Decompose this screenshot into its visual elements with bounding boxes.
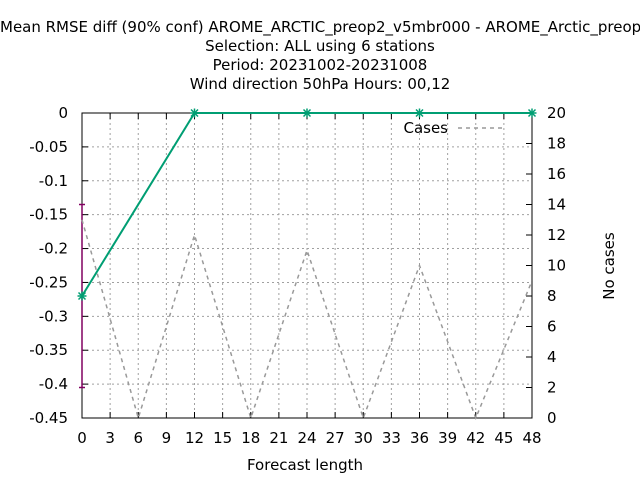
y-right-tick-label: 20 [547,104,566,122]
title-line-3: Period: 20231002-20231008 [212,56,428,74]
title-line-4: Wind direction 50hPa Hours: 00,12 [189,75,451,93]
y-right-tick-label: 2 [547,379,557,397]
data-point-marker [527,108,537,118]
legend: Cases [403,119,506,137]
x-tick-label: 45 [494,429,513,447]
y-left-tick-label: -0.25 [29,273,68,291]
y-axis-right-label: No cases [600,232,618,300]
x-tick-label: 30 [354,429,373,447]
x-tick-label: 0 [77,429,87,447]
x-tick-label: 18 [241,429,260,447]
y-left-tick-label: 0 [58,104,68,122]
y-right-tick-label: 0 [547,409,557,427]
x-tick-label: 15 [213,429,232,447]
legend-label-cases: Cases [403,119,448,137]
y-left-tick-label: -0.35 [29,341,68,359]
y-left-tick-label: -0.3 [39,307,68,325]
x-tick-label: 21 [269,429,288,447]
y-left-tick-label: -0.1 [39,172,68,190]
y-right-tick-label: 14 [547,196,566,214]
y-left-tick-label: -0.05 [29,138,68,156]
grid [82,113,532,418]
x-tick-label: 36 [410,429,429,447]
data-point-marker [77,291,87,301]
x-axis-ticks: 0 3 6 9 12 15 18 21 24 27 30 33 36 39 42 45 48 [77,113,542,447]
y-axis-left-ticks: 0 -0.05 -0.1 -0.15 -0.2 -0.25 -0.3 -0.35 -0.4 -0.… [29,104,88,427]
y-left-tick-label: -0.45 [29,409,68,427]
y-right-tick-label: 10 [547,257,566,275]
series-layer [77,108,537,421]
x-tick-label: 9 [162,429,172,447]
title-line-1: Mean RMSE diff (90% conf) AROME_ARCTIC_p… [0,18,640,36]
data-point-marker [190,108,199,118]
y-right-tick-label: 8 [547,287,557,305]
x-tick-label: 3 [105,429,115,447]
y-right-tick-label: 18 [547,135,566,153]
y-right-tick-label: 12 [547,226,566,244]
x-tick-label: 39 [438,429,457,447]
x-axis-label: Forecast length [247,456,363,474]
y-right-tick-label: 16 [547,165,566,183]
title-line-2: Selection: ALL using 6 stations [205,37,435,55]
x-tick-label: 33 [382,429,401,447]
x-tick-label: 6 [133,429,143,447]
x-tick-label: 24 [297,429,316,447]
data-point-marker [302,108,312,118]
y-right-tick-label: 6 [547,318,557,336]
x-tick-label: 12 [185,429,204,447]
y-right-tick-label: 4 [547,348,557,366]
x-tick-label: 48 [522,429,541,447]
y-left-tick-label: -0.2 [39,240,68,258]
y-left-tick-label: -0.4 [39,375,68,393]
data-point-marker [415,108,424,118]
x-tick-label: 42 [466,429,485,447]
x-tick-label: 27 [326,429,345,447]
y-left-tick-label: -0.15 [29,206,68,224]
